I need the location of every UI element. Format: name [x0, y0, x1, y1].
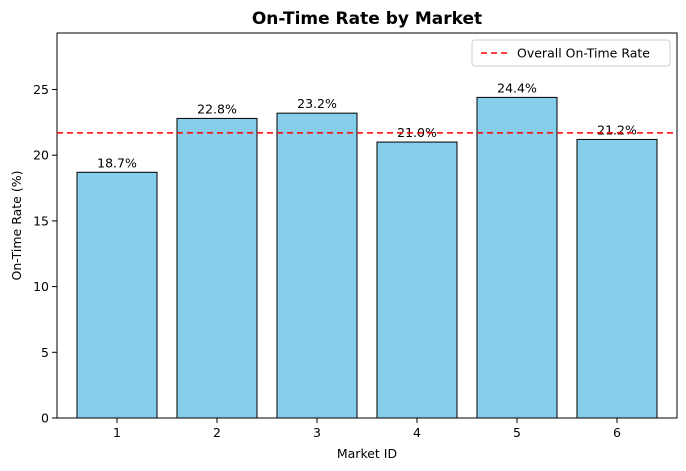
bar-market-5	[476, 96, 558, 419]
y-tick-label-5: 5	[41, 345, 49, 360]
y-tick-label-15: 15	[33, 213, 49, 228]
bar-market-2	[176, 117, 258, 419]
x-axis-label: Market ID	[337, 446, 397, 461]
legend-box	[471, 39, 671, 67]
bar-market-6	[576, 138, 658, 419]
plot-frame	[56, 32, 678, 419]
legend: Overall On-Time Rate	[471, 39, 671, 67]
bar-market-3	[276, 112, 358, 419]
y-axis: 0 5 10 15 20 25	[33, 82, 57, 426]
x-axis: 1 2 3 4 5 6	[113, 418, 621, 440]
bar-market-1	[76, 171, 158, 419]
x-tick-label-1: 1	[113, 425, 121, 440]
chart-title: On-Time Rate by Market	[252, 9, 482, 29]
bar-labels-group: 18.7%22.8% 23.2%21.0%24.4%21.2%	[97, 80, 637, 170]
bar-value-label-market-3: 23.2%	[297, 96, 337, 111]
x-tick-label-4: 4	[413, 425, 421, 440]
bar-value-label-market-2: 22.8%	[197, 101, 237, 116]
bar-value-label-market-1: 18.7%	[97, 155, 137, 170]
bar-value-label-market-6: 21.2%	[597, 122, 637, 137]
y-tick-label-25: 25	[33, 82, 49, 97]
y-axis-label: On-Time Rate (%)	[9, 171, 24, 281]
bar-market-4	[376, 141, 458, 419]
bars-group	[76, 96, 658, 419]
x-tick-label-5: 5	[513, 425, 521, 440]
x-tick-label-6: 6	[613, 425, 621, 440]
x-tick-label-2: 2	[213, 425, 221, 440]
plot-area: 18.7%22.8% 23.2%21.0%24.4%21.2%	[56, 32, 678, 419]
y-tick-label-0: 0	[41, 411, 49, 426]
legend-label-overall-rate: Overall On-Time Rate	[517, 46, 650, 61]
bar-value-label-market-5: 24.4%	[497, 80, 537, 95]
x-tick-label-3: 3	[313, 425, 321, 440]
y-tick-label-10: 10	[33, 279, 49, 294]
y-tick-label-20: 20	[33, 148, 49, 163]
